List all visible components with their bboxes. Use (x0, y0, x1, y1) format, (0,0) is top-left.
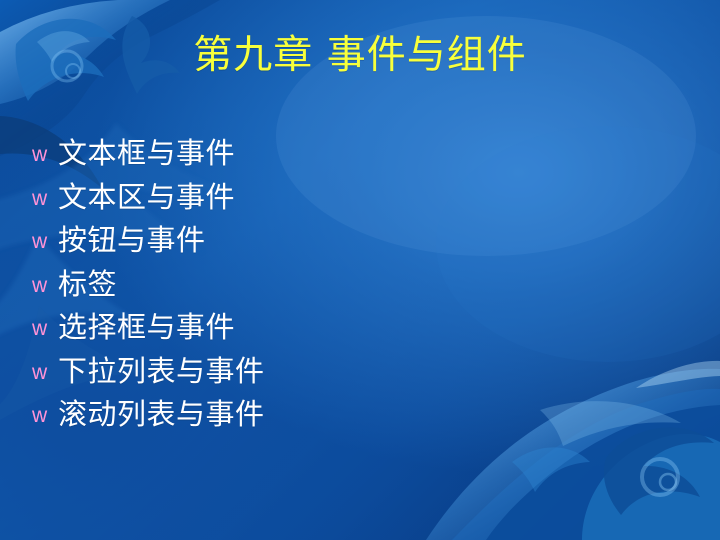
list-item: w 标签 (32, 263, 265, 307)
list-item-label: 选择框与事件 (58, 310, 236, 345)
bullet-icon: w (32, 273, 48, 297)
bullet-icon: w (32, 404, 48, 428)
bullet-icon: w (32, 186, 48, 210)
list-item-label: 文本区与事件 (58, 179, 236, 214)
list-item: w 文本框与事件 (32, 132, 265, 176)
list-item-label: 文本框与事件 (58, 136, 236, 171)
list-item: w 文本区与事件 (32, 176, 265, 220)
list-item: w 按钮与事件 (32, 219, 265, 263)
list-item: w 下拉列表与事件 (32, 350, 265, 394)
bullet-list: w 文本框与事件 w 文本区与事件 w 按钮与事件 w 标签 w 选择框与事件 … (32, 132, 265, 437)
bullet-icon: w (32, 143, 48, 167)
bottom-right-ornament (426, 360, 720, 540)
bullet-icon: w (32, 230, 48, 254)
list-item-label: 下拉列表与事件 (58, 353, 265, 388)
list-item-label: 滚动列表与事件 (58, 397, 265, 432)
bullet-icon: w (32, 317, 48, 341)
slide-title: 第九章 事件与组件 (193, 33, 527, 78)
list-item: w 选择框与事件 (32, 306, 265, 350)
list-item: w 滚动列表与事件 (32, 393, 265, 437)
bullet-icon: w (32, 360, 48, 384)
list-item-label: 标签 (58, 266, 118, 301)
list-item-label: 按钮与事件 (58, 223, 206, 258)
